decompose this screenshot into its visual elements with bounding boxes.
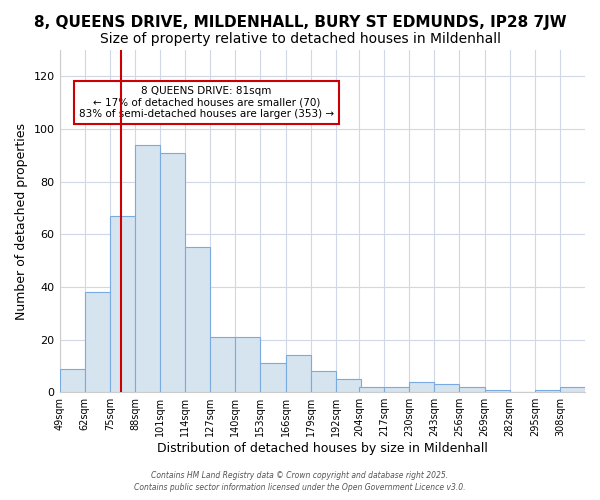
Bar <box>110 216 135 392</box>
Text: 8, QUEENS DRIVE, MILDENHALL, BURY ST EDMUNDS, IP28 7JW: 8, QUEENS DRIVE, MILDENHALL, BURY ST EDM… <box>34 15 566 30</box>
Bar <box>185 248 210 392</box>
Bar <box>434 384 460 392</box>
Bar <box>460 387 485 392</box>
Bar <box>286 356 311 392</box>
Text: 8 QUEENS DRIVE: 81sqm
← 17% of detached houses are smaller (70)
83% of semi-deta: 8 QUEENS DRIVE: 81sqm ← 17% of detached … <box>79 86 334 119</box>
Bar <box>535 390 560 392</box>
Bar <box>85 292 110 392</box>
Bar <box>384 387 409 392</box>
Bar <box>210 337 235 392</box>
Bar <box>359 387 384 392</box>
Text: Contains HM Land Registry data © Crown copyright and database right 2025.
Contai: Contains HM Land Registry data © Crown c… <box>134 470 466 492</box>
Bar <box>135 145 160 392</box>
Bar <box>311 371 336 392</box>
Bar <box>560 387 585 392</box>
Bar <box>59 368 85 392</box>
X-axis label: Distribution of detached houses by size in Mildenhall: Distribution of detached houses by size … <box>157 442 488 455</box>
Text: Size of property relative to detached houses in Mildenhall: Size of property relative to detached ho… <box>100 32 500 46</box>
Y-axis label: Number of detached properties: Number of detached properties <box>15 122 28 320</box>
Bar <box>260 364 286 392</box>
Bar <box>160 152 185 392</box>
Bar <box>409 382 434 392</box>
Bar <box>485 390 509 392</box>
Bar <box>235 337 260 392</box>
Bar <box>336 379 361 392</box>
